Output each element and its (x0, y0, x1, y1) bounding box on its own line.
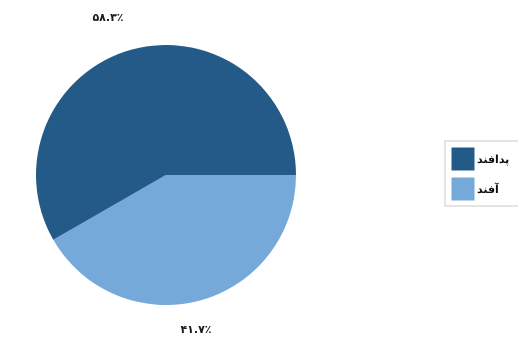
legend: پدافند آفند (444, 140, 518, 207)
legend-label-afand: آفند (477, 182, 499, 196)
legend-label-pidafand: پدافند (477, 153, 509, 166)
data-label-afand: ۴۱.۷٪ (180, 323, 211, 336)
legend-swatch-pidafand (450, 146, 476, 172)
pie-slices (36, 44, 297, 305)
pie-slice-afand (53, 175, 296, 305)
data-label-pidafand: ۵۸.۳٪ (92, 11, 123, 24)
legend-swatch-afand (450, 176, 476, 202)
pie-slice-pidafand (36, 44, 297, 240)
